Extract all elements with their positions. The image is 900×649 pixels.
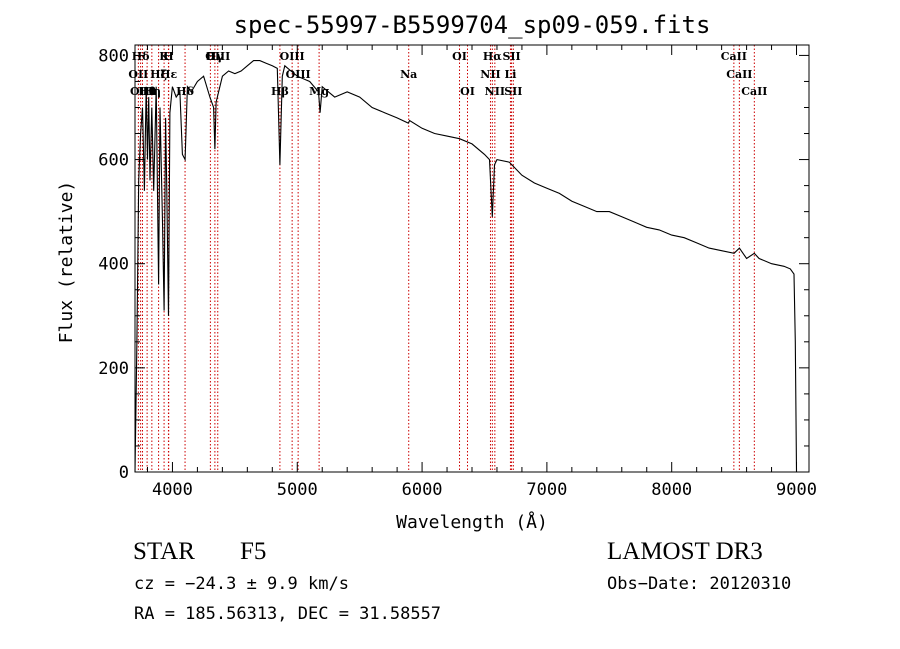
y-tick-label: 800 [98, 46, 129, 66]
line-marker-label: Hδ [132, 50, 150, 63]
line-marker-label: Na [400, 68, 417, 81]
x-tick-label: 4000 [152, 480, 193, 500]
line-marker-label: OIII [130, 85, 155, 98]
x-tick-label: 5000 [277, 480, 318, 500]
y-tick-label: 200 [98, 359, 129, 379]
line-marker-label: Hγ [206, 50, 224, 63]
x-axis: 4000 5000 6000 7000 8000 9000 [146, 45, 817, 500]
line-marker-label: NII [485, 85, 505, 98]
y-axis-label: Flux (relative) [56, 181, 77, 344]
line-marker-label: CaII [721, 50, 747, 63]
line-marker-label: OIII [280, 50, 305, 63]
obs-date: Obs−Date: 20120310 [607, 574, 792, 594]
line-marker-label: H [163, 50, 173, 63]
line-marker-label: OI [460, 85, 475, 98]
line-marker-label: Hε [160, 68, 177, 81]
x-tick-label: 9000 [776, 480, 817, 500]
survey-label: LAMOST DR3 [607, 538, 763, 565]
line-marker-label: SII [504, 85, 522, 98]
y-axis: 0 200 400 600 800 [98, 46, 809, 483]
subclass: F5 [240, 538, 267, 565]
chart-title: spec-55997-B5599704_sp09-059.fits [234, 11, 711, 39]
x-axis-label: Wavelength (Å) [396, 511, 548, 533]
y-tick-label: 400 [98, 255, 129, 275]
x-tick-label: 6000 [402, 480, 443, 500]
line-marker-label: Hβ [271, 85, 289, 98]
x-tick-label: 7000 [526, 480, 567, 500]
cz-readout: cz = −24.3 ± 9.9 km/s [134, 574, 349, 594]
line-marker-label: Hζ [150, 68, 167, 81]
line-marker-label: OI [452, 50, 467, 63]
line-marker-label: SII [502, 50, 520, 63]
y-tick-label: 0 [119, 463, 129, 483]
line-marker-label: Li [504, 68, 516, 81]
line-marker-label: CaII [741, 85, 767, 98]
y-tick-label: 600 [98, 151, 129, 171]
line-marker-label: Hδ [176, 85, 194, 98]
line-marker-label: NII [480, 68, 500, 81]
line-marker-label: OIII [205, 50, 230, 63]
coordinates: RA = 185.56313, DEC = 31.58557 [134, 604, 442, 624]
plot-frame [134, 44, 810, 473]
x-tick-label: 8000 [651, 480, 692, 500]
line-marker-label: K [159, 50, 169, 63]
line-marker-label: G [206, 50, 215, 63]
line-marker-label: Hα [483, 50, 502, 63]
object-class: STAR [133, 538, 195, 565]
line-marker-label: CaII [726, 68, 752, 81]
line-marker-label: OII [128, 68, 148, 81]
spectrum-line [134, 60, 798, 473]
line-marker-label: Hθ [138, 85, 156, 98]
marker-lines-group [137, 45, 755, 472]
